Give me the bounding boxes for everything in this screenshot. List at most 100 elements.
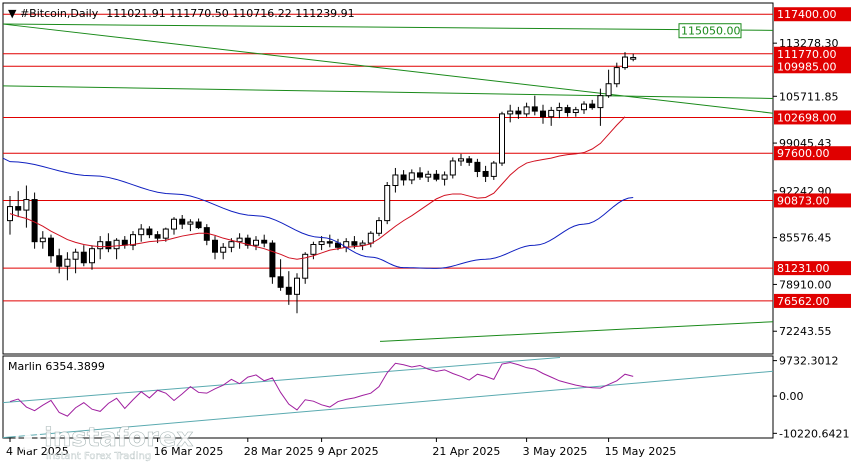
level-tag [774, 261, 851, 276]
level-tag-label: 76562.00 [777, 295, 830, 308]
bearish-candle [531, 106, 538, 112]
bullish-candle [367, 232, 374, 244]
bearish-candle [400, 174, 407, 181]
bullish-candle [228, 241, 235, 248]
level-tag-label: 117400.00 [777, 8, 837, 21]
date-tick-label: 9 Apr 2025 [318, 445, 379, 458]
bearish-candle [154, 234, 161, 239]
bullish-candle [318, 241, 325, 245]
date-tick-label: 21 Apr 2025 [432, 445, 500, 458]
chart-header: ▼ #Bitcoin,Daily 111021.91 111770.50 1107… [8, 7, 355, 20]
bullish-candle [130, 234, 136, 246]
bullish-candle [113, 239, 120, 250]
bullish-candle [89, 248, 95, 264]
level-tag-label: 97600.00 [777, 147, 830, 160]
level-tag-label: 111770.00 [777, 48, 837, 61]
bearish-candle [105, 241, 112, 250]
bullish-candle [171, 218, 177, 230]
date-tick-label: 15 May 2025 [605, 445, 677, 458]
bullish-candle [425, 173, 432, 178]
bullish-candle [294, 277, 300, 295]
level-tag [774, 59, 851, 74]
osc-tick-label: 0.00 [779, 390, 804, 403]
level-tag-label: 102698.00 [777, 111, 837, 124]
bullish-candle [622, 56, 628, 69]
bearish-candle [15, 206, 22, 211]
bearish-candle [417, 172, 423, 178]
date-tick-label: 3 May 2025 [523, 445, 588, 458]
bullish-candle [220, 246, 227, 253]
bearish-candle [515, 110, 522, 115]
bullish-candle [253, 239, 259, 246]
price-axis: 113278.30105711.8599045.4392242.9085576.… [773, 37, 839, 338]
level-tag-label: 109985.00 [777, 60, 837, 73]
bullish-candle [548, 109, 555, 118]
main-frame [2, 2, 774, 355]
bullish-candle [187, 221, 194, 225]
level-tag [774, 193, 851, 208]
date-tick-label: 28 Mar 2025 [244, 445, 314, 458]
bullish-candle [408, 172, 415, 181]
price-tick-label: 85576.45 [779, 232, 832, 245]
bearish-candle [261, 239, 268, 244]
triangle-icon: ▼ [8, 7, 20, 20]
price-tick-label: 78910.00 [779, 278, 832, 291]
bearish-candle [285, 286, 292, 295]
bullish-candle [392, 174, 399, 187]
bearish-candle [540, 110, 546, 118]
bearish-candle [351, 241, 358, 246]
channel-line [2, 23, 774, 31]
ohlc-values: 111021.91 111770.50 110716.22 111239.91 [106, 7, 354, 20]
bearish-candle [269, 242, 276, 278]
bullish-candle [72, 251, 79, 260]
bearish-candle [56, 255, 63, 267]
osc-trend-line [2, 356, 561, 404]
channel-line [2, 23, 774, 114]
bullish-candle [441, 174, 448, 180]
bullish-candle [23, 199, 30, 211]
bearish-candle [564, 107, 571, 114]
bullish-candle [97, 241, 104, 250]
symbol-label: #Bitcoin,Daily [20, 7, 99, 20]
bullish-candle [162, 228, 169, 239]
price-tick-label: 72243.55 [779, 325, 832, 338]
bullish-candle [572, 109, 579, 114]
channel-label: 115050.00 [681, 25, 741, 38]
watermark-brand: instaforex [44, 423, 194, 453]
red-moving-average [9, 116, 626, 260]
level-tag-label: 90873.00 [777, 194, 830, 207]
main-panel [2, 2, 774, 439]
bullish-candle [359, 242, 366, 246]
bullish-candle [384, 185, 391, 222]
bearish-candle [212, 239, 218, 253]
bullish-candle [581, 103, 587, 111]
bullish-candle [449, 160, 456, 176]
bullish-candle [630, 56, 637, 60]
bearish-candle [433, 173, 440, 180]
bullish-candle [138, 228, 145, 236]
logo-core-icon [24, 434, 32, 442]
bearish-candle [474, 161, 481, 172]
blue-moving-average [2, 157, 634, 269]
channel-label-box [678, 23, 742, 39]
bullish-candle [64, 258, 71, 267]
bullish-candle [556, 107, 563, 111]
bullish-candle [236, 237, 243, 243]
bearish-candle [244, 237, 251, 246]
oscillator-title: Marlin 6354.3899 [8, 360, 105, 373]
price-tick-label: 105711.85 [779, 90, 839, 103]
bullish-candle [507, 110, 514, 115]
bullish-candle [605, 83, 612, 97]
bearish-candle [335, 242, 341, 248]
candlesticks [7, 52, 637, 314]
oscillator-panel: Marlin 6354.3899 9732.3012 0.00 -10220.6421 [2, 355, 849, 440]
support-resistance-levels [3, 13, 773, 302]
bullish-candle [302, 253, 309, 279]
channel-line [2, 85, 774, 99]
bearish-candle [277, 276, 284, 288]
bearish-candle [326, 241, 333, 244]
bearish-candle [146, 228, 153, 236]
